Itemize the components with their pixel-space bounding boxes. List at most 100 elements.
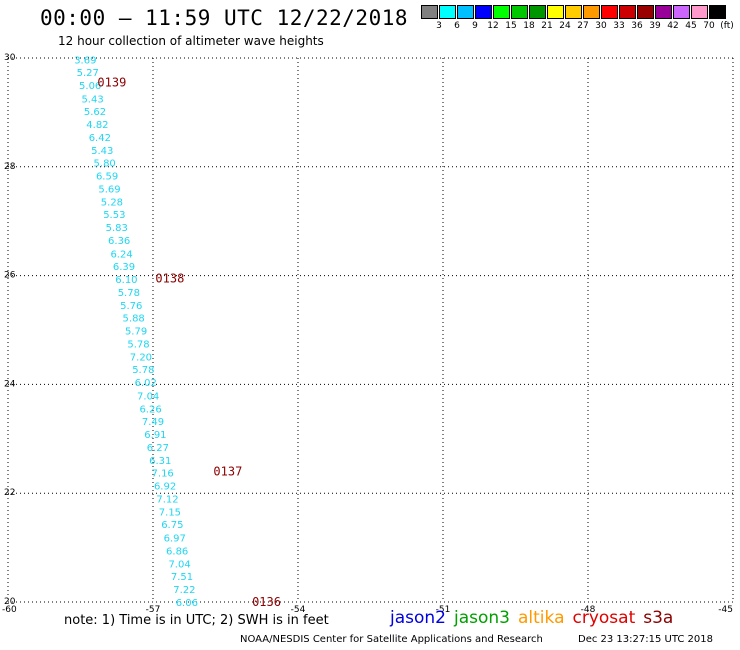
- swh-value-label: 6.26: [139, 404, 161, 415]
- chart-title: 00:00 – 11:59 UTC 12/22/2018: [40, 6, 409, 30]
- y-tick-label: 20: [4, 597, 16, 607]
- swh-value-label: 6.97: [164, 533, 186, 544]
- swh-value-label: 6.39: [113, 262, 135, 273]
- swh-value-label: 7.20: [130, 353, 152, 364]
- color-swatch: [691, 5, 708, 19]
- color-legend-label: 21: [541, 21, 553, 31]
- color-legend-label: 39: [649, 21, 661, 31]
- swh-value-label: 7.49: [142, 417, 164, 428]
- color-swatch: [493, 5, 510, 19]
- chart-subtitle: 12 hour collection of altimeter wave hei…: [58, 34, 324, 48]
- color-legend-label: 70: [703, 21, 715, 31]
- color-swatch: [439, 5, 456, 19]
- satellite-legend: jason2 jason3 altika cryosat s3a: [390, 608, 681, 628]
- swh-value-label: 5.06: [79, 81, 101, 92]
- credit-text: NOAA/NESDIS Center for Satellite Applica…: [240, 634, 543, 645]
- swh-value-label: 7.04: [168, 559, 190, 570]
- swh-value-label: 5.43: [81, 94, 103, 105]
- color-legend-label: 36: [631, 21, 643, 31]
- swh-labels: 3.695.275.065.435.624.826.425.435.806.59…: [74, 56, 198, 609]
- satellite-jason2: jason2: [390, 608, 446, 628]
- swh-value-label: 6.92: [154, 482, 176, 493]
- swh-value-label: 7.15: [159, 508, 181, 519]
- swh-value-label: 7.16: [152, 469, 174, 480]
- swh-value-label: 6.36: [108, 236, 130, 247]
- x-tick-label: -51: [436, 605, 451, 615]
- swh-value-label: 5.43: [91, 146, 113, 157]
- color-swatch: [673, 5, 690, 19]
- color-legend-label: 45: [685, 21, 697, 31]
- swh-value-label: 6.59: [96, 172, 118, 183]
- color-legend-label: 3: [436, 21, 442, 31]
- swh-value-label: 5.76: [120, 301, 142, 312]
- color-swatch: [565, 5, 582, 19]
- color-legend-label: 6: [454, 21, 460, 31]
- x-tick-label: -60: [2, 605, 17, 615]
- swh-value-label: 5.78: [118, 288, 140, 299]
- swh-value-label: 4.82: [86, 120, 108, 131]
- swh-value-label: 5.78: [132, 365, 154, 376]
- color-swatch: [475, 5, 492, 19]
- pass-time-label: 0136: [252, 595, 281, 609]
- y-tick-label: 24: [4, 379, 16, 389]
- plot-grid: [7, 57, 734, 603]
- swh-value-label: 5.79: [125, 327, 147, 338]
- pass-time-label: 0137: [213, 464, 242, 478]
- color-legend-label: 18: [523, 21, 535, 31]
- y-tick-label: 30: [4, 53, 16, 63]
- swh-value-label: 6.31: [149, 456, 171, 467]
- satellite-cryosat: cryosat: [572, 608, 636, 628]
- swh-value-label: 3.69: [74, 56, 96, 67]
- swh-value-label: 5.27: [77, 68, 99, 79]
- color-legend-labels: 3 6 9 12 15 18 21 24 27 30 33 36 39 42 45 70 (ft): [421, 19, 734, 31]
- pass-time-label: 0138: [155, 271, 184, 285]
- y-tick-label: 26: [4, 271, 16, 281]
- color-legend-label: 15: [505, 21, 517, 31]
- color-swatch: [457, 5, 474, 19]
- color-legend-label: 33: [613, 21, 625, 31]
- satellite-s3a: s3a: [643, 608, 674, 628]
- satellite-jason3: jason3: [454, 608, 510, 628]
- units-note: note: 1) Time is in UTC; 2) SWH is in fe…: [64, 613, 329, 628]
- color-legend-label: 9: [472, 21, 478, 31]
- generated-timestamp: Dec 23 13:27:15 UTC 2018: [578, 634, 713, 645]
- swh-value-label: 6.24: [110, 249, 132, 260]
- color-legend-label: 12: [487, 21, 499, 31]
- swh-value-label: 5.80: [94, 158, 116, 169]
- swh-value-label: 5.69: [98, 185, 120, 196]
- color-legend-label: 30: [595, 21, 607, 31]
- pass-time-label: 0139: [97, 75, 126, 89]
- swh-value-label: 6.10: [115, 275, 137, 286]
- swh-value-label: 5.83: [106, 223, 128, 234]
- color-swatch: [529, 5, 546, 19]
- x-tick-label: -57: [146, 605, 161, 615]
- color-legend-swatches: [421, 5, 727, 19]
- swh-value-label: 6.42: [89, 133, 111, 144]
- swh-value-label: 5.78: [127, 340, 149, 351]
- color-legend-label: 24: [559, 21, 571, 31]
- color-swatch: [709, 5, 726, 19]
- color-swatch: [601, 5, 618, 19]
- color-swatch: [547, 5, 564, 19]
- swh-value-label: 5.53: [103, 210, 125, 221]
- y-tick-label: 22: [4, 488, 15, 498]
- color-legend-label: 42: [667, 21, 679, 31]
- swh-value-label: 5.62: [84, 107, 106, 118]
- y-axis-ticks: 20 22 24 26 28 30: [4, 53, 16, 607]
- swh-value-label: 7.12: [156, 495, 178, 506]
- color-swatch: [421, 5, 438, 19]
- swh-value-label: 6.02: [135, 378, 157, 389]
- color-legend: 3 6 9 12 15 18 21 24 27 30 33 36 39 42 45 70 (ft): [421, 5, 734, 31]
- x-tick-label: -54: [291, 605, 306, 615]
- color-legend-label: (ft): [720, 21, 734, 31]
- swh-value-label: 7.04: [137, 391, 159, 402]
- satellite-altika: altika: [518, 608, 565, 628]
- x-axis-ticks: -60 -57 -54 -51 -48 -45: [2, 605, 733, 615]
- color-swatch: [619, 5, 636, 19]
- swh-value-label: 5.28: [101, 198, 123, 209]
- swh-value-label: 6.86: [166, 546, 188, 557]
- x-tick-label: -48: [581, 605, 596, 615]
- swh-value-label: 7.51: [171, 572, 193, 583]
- swh-value-label: 5.88: [123, 313, 145, 324]
